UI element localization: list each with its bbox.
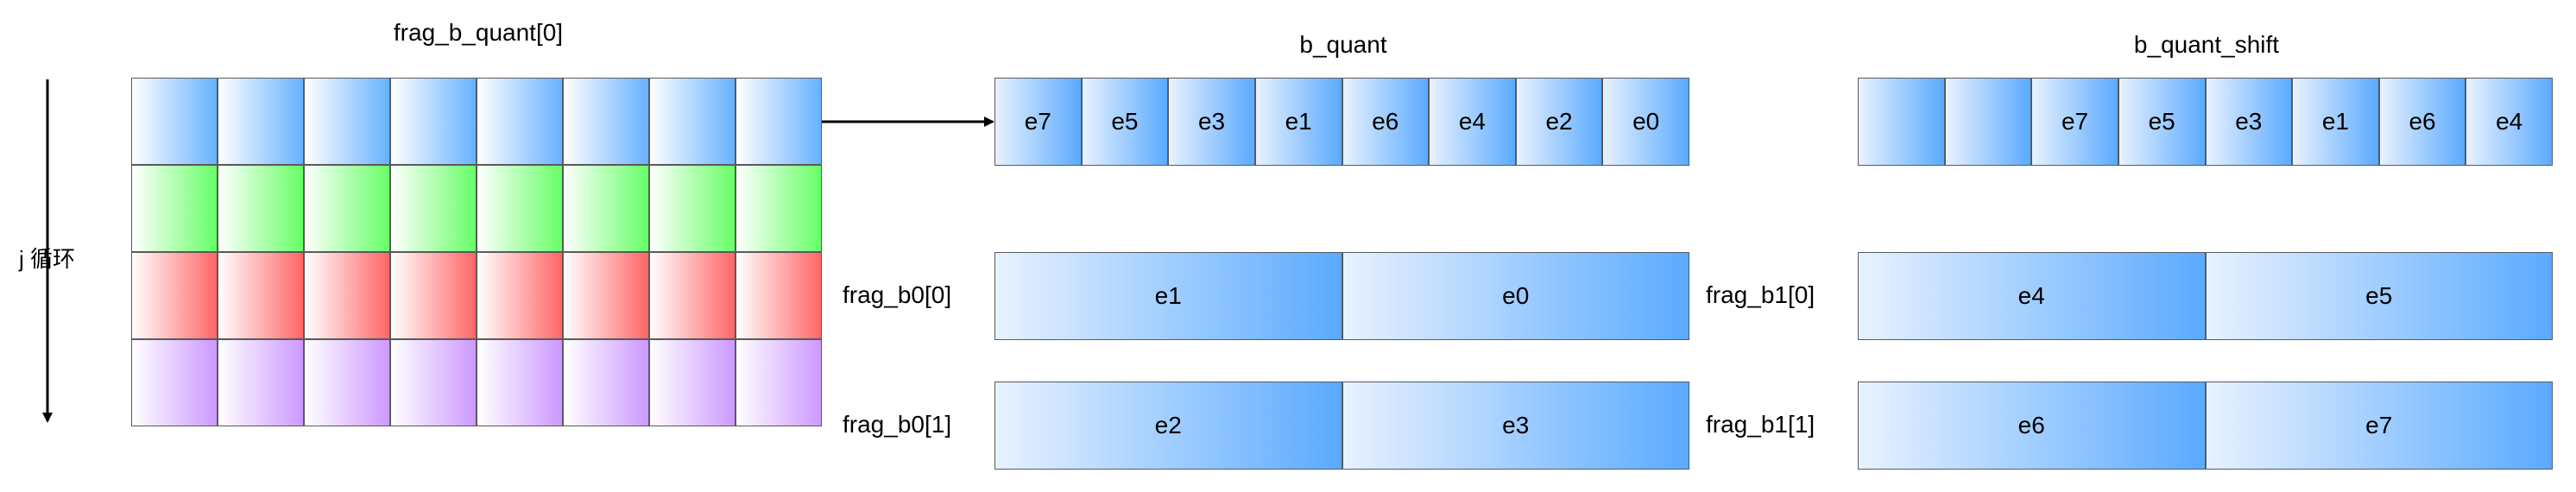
frag-grid-cell (131, 165, 218, 252)
frag-grid-cell (131, 78, 218, 165)
frag-grid-cell (304, 165, 390, 252)
frag-b-quant-title: frag_b_quant[0] (393, 19, 564, 46)
frag-grid-cell (563, 339, 649, 426)
frag-grid-cell (218, 252, 304, 339)
frag-b0-0-row: e1 e0 (994, 252, 1689, 340)
frag-b0-1-row: e2 e3 (994, 382, 1689, 470)
frag-grid-cell (218, 165, 304, 252)
row-cell: e5 (2205, 252, 2553, 340)
row-cell: e3 (2205, 78, 2293, 166)
b-quant-shift-title: b_quant_shift (2133, 31, 2280, 58)
frag-grid-cell (736, 165, 822, 252)
row-cell: e6 (1342, 78, 1430, 166)
frag-b0-0-label: frag_b0[0] (843, 281, 952, 308)
frag-grid-cell (390, 165, 477, 252)
row-cell: e4 (1858, 252, 2206, 340)
frag-grid-cell (131, 252, 218, 339)
row-cell: e7 (2031, 78, 2118, 166)
row-cell: e7 (994, 78, 1082, 166)
row-cell (1944, 78, 2032, 166)
b-quant-title: b_quant (1299, 31, 1387, 58)
row-cell: e6 (1858, 382, 2206, 470)
frag-b1-0-label: frag_b1[0] (1706, 281, 1815, 308)
row-cell: e0 (1342, 252, 1689, 340)
row-cell: e4 (1429, 78, 1516, 166)
frag-b1-1-label: frag_b1[1] (1706, 411, 1815, 438)
b-quant-row: e7 e5 e3 e1 e6 e4 e2 e0 (994, 78, 1689, 166)
row-cell: e6 (2378, 78, 2466, 166)
row-cell (1858, 78, 1945, 166)
row-cell: e4 (2466, 78, 2553, 166)
frag-grid-cell (390, 339, 477, 426)
frag-grid-cell (563, 252, 649, 339)
frag-grid-cell (304, 339, 390, 426)
b-quant-shift-row: e7 e5 e3 e1 e6 e4 (1858, 78, 2553, 166)
row-cell: e7 (2205, 382, 2553, 470)
frag-grid-cell (736, 252, 822, 339)
row-cell: e5 (2118, 78, 2206, 166)
frag-grid-cell (563, 165, 649, 252)
frag-grid-cell (477, 252, 563, 339)
frag-grid-cell (736, 339, 822, 426)
frag-grid-cell (563, 78, 649, 165)
row-cell: e0 (1602, 78, 1689, 166)
frag-grid-cell (477, 339, 563, 426)
row-cell: e3 (1168, 78, 1255, 166)
frag-grid-cell (304, 78, 390, 165)
frag-grid-cell (218, 78, 304, 165)
row-cell: e1 (994, 252, 1342, 340)
row-cell: e3 (1342, 382, 1689, 470)
frag-b1-0-row: e4 e5 (1858, 252, 2553, 340)
row-cell: e2 (1515, 78, 1603, 166)
frag-grid-cell (131, 339, 218, 426)
frag-b0-1-label: frag_b0[1] (843, 411, 952, 438)
frag-grid-cell (477, 78, 563, 165)
frag-grid-cell (390, 78, 477, 165)
frag-grid-cell (390, 252, 477, 339)
frag-grid-cell (649, 78, 736, 165)
row-cell: e1 (1254, 78, 1342, 166)
frag-grid-cell (304, 252, 390, 339)
row-cell: e2 (994, 382, 1342, 470)
frag-grid-cell (218, 339, 304, 426)
frag-grid-cell (736, 78, 822, 165)
frag-grid-cell (477, 165, 563, 252)
frag-b-quant-grid (131, 78, 822, 426)
row-cell: e1 (2292, 78, 2379, 166)
frag-grid-cell (649, 165, 736, 252)
frag-grid-cell (649, 339, 736, 426)
row-cell: e5 (1081, 78, 1169, 166)
frag-b1-1-row: e6 e7 (1858, 382, 2553, 470)
frag-grid-cell (649, 252, 736, 339)
